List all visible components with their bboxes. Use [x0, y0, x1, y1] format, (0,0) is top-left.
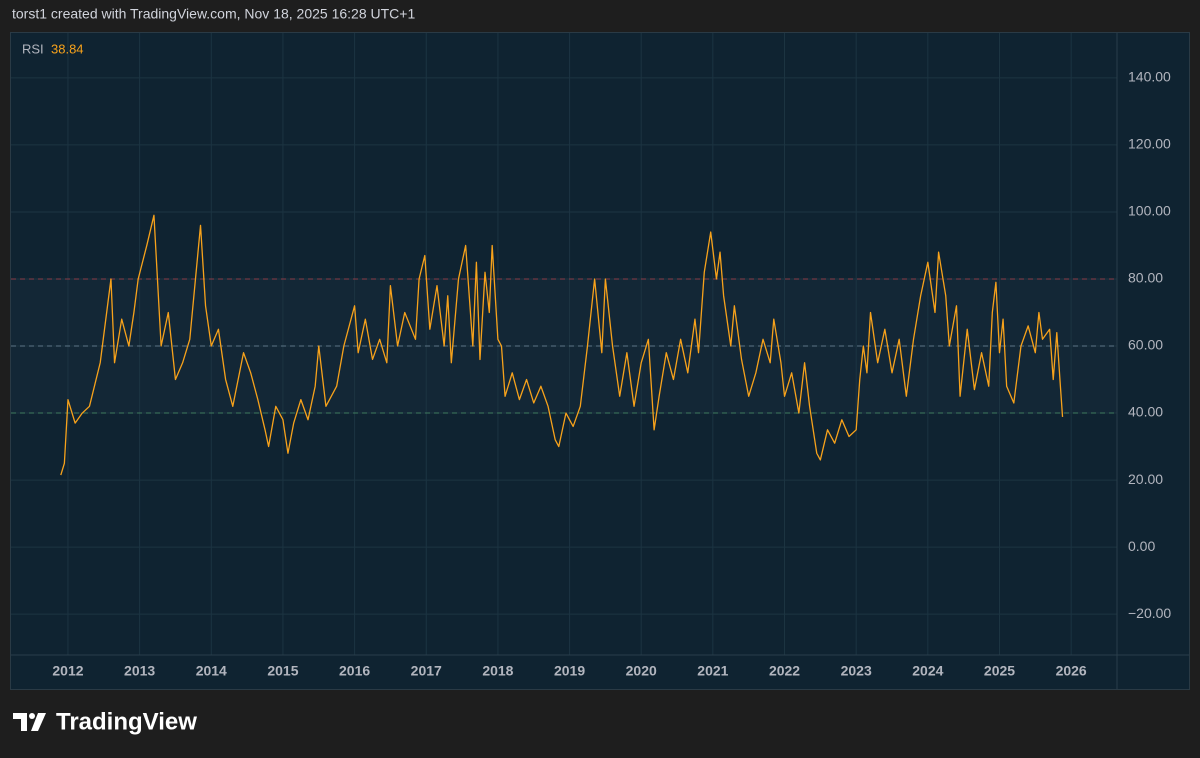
x-tick-label: 2012 [52, 663, 83, 679]
y-tick-label: 140.00 [1128, 69, 1171, 85]
x-tick-label: 2025 [984, 663, 1015, 679]
x-tick-label: 2021 [697, 663, 728, 679]
y-tick-label: 120.00 [1128, 136, 1171, 152]
x-tick-label: 2014 [196, 663, 227, 679]
y-tick-label: 40.00 [1128, 404, 1163, 420]
x-tick-label: 2019 [554, 663, 585, 679]
x-tick-label: 2022 [769, 663, 800, 679]
x-tick-label: 2013 [124, 663, 155, 679]
y-tick-label: 80.00 [1128, 270, 1163, 286]
x-tick-label: 2017 [411, 663, 442, 679]
x-tick-label: 2023 [841, 663, 872, 679]
y-tick-label: 100.00 [1128, 203, 1171, 219]
y-tick-label: 60.00 [1128, 337, 1163, 353]
y-tick-label: 0.00 [1128, 538, 1155, 554]
brand: TradingView [56, 708, 197, 735]
rsi-line [60, 214, 1064, 476]
x-tick-label: 2018 [482, 663, 513, 679]
x-tick-label: 2020 [626, 663, 657, 679]
x-tick-label: 2024 [912, 663, 943, 679]
plot [11, 33, 1117, 655]
legend-name: RSI [22, 41, 44, 56]
y-tick-label: 20.00 [1128, 471, 1163, 487]
legend-value: 38.84 [51, 41, 84, 56]
x-tick-label: 2026 [1056, 663, 1087, 679]
x-tick-label: 2016 [339, 663, 370, 679]
chart-panel [10, 32, 1190, 690]
header: torst1 created with TradingView.com, Nov… [12, 6, 415, 22]
x-tick-label: 2015 [267, 663, 298, 679]
y-tick-label: −20.00 [1128, 605, 1171, 621]
brand-logo [13, 713, 46, 731]
